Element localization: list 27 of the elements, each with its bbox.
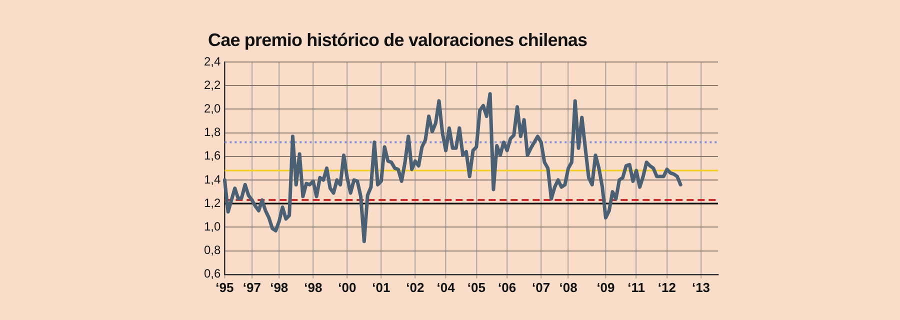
y-tick-label: 2,2 [204,78,221,92]
x-tick-label: ‘11 [628,280,646,295]
x-tick-label: ‘05 [467,280,486,295]
y-tick-label: 2,4 [204,54,221,68]
y-tick-label: 1,0 [204,220,221,234]
x-tick-label: ‘98 [304,280,322,295]
x-tick-label: ‘08 [559,280,578,295]
x-tick-label: ‘06 [498,280,516,295]
y-tick-label: 1,4 [204,172,221,186]
x-tick-label: ‘07 [532,280,550,295]
y-tick-label: 2,0 [204,102,221,116]
x-tick-label: ‘98 [270,280,288,295]
chart-title: Cae premio histórico de valoraciones chilenas [208,30,588,51]
y-tick-label: 1,6 [204,148,221,163]
x-tick-label: ‘09 [596,280,615,295]
x-tick-label: ‘12 [658,280,676,295]
x-tick-label: ‘02 [406,280,424,295]
y-tick-label: 1,8 [204,125,221,140]
x-tick-label: ‘95 [216,280,234,295]
x-tick-label: ‘00 [338,280,356,295]
y-tick-label: 1,2 [204,196,221,210]
y-tick-label: 0,6 [204,266,221,281]
x-tick-label: ‘97 [242,280,261,295]
x-tick-label: ‘01 [372,280,390,295]
y-tick-label: 0,8 [204,243,221,258]
x-tick-label: ‘04 [436,280,456,295]
x-tick-label: ‘13 [692,280,710,295]
